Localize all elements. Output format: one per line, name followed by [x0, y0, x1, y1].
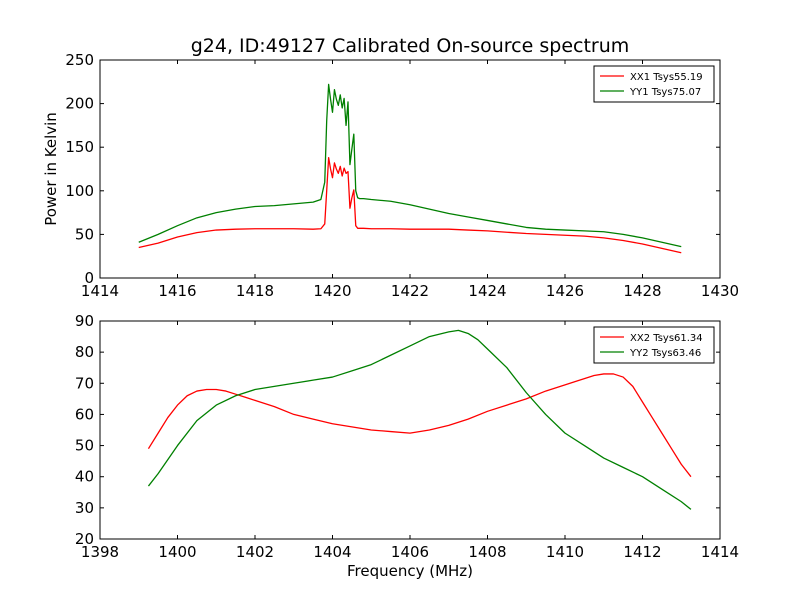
bottom-y-tick-label: 60: [75, 405, 94, 423]
top-x-tick-label: 1416: [158, 282, 196, 300]
bottom-x-tick-label: 1406: [391, 543, 429, 561]
bottom-y-tick-label: 90: [75, 312, 94, 330]
bottom-x-axis-label: Frequency (MHz): [347, 562, 473, 580]
bottom-x-tick-label: 1414: [701, 543, 739, 561]
top-legend-label-1: XX1 Tsys55.19: [630, 72, 703, 83]
bottom-x-tick-label: 1402: [236, 543, 274, 561]
bottom-y-tick-label: 80: [75, 343, 94, 361]
top-series-line-1: [138, 157, 682, 254]
top-y-tick-label: 200: [65, 95, 94, 113]
bottom-series-line-1: [147, 373, 692, 478]
top-y-axis-label: Power in Kelvin: [42, 112, 60, 226]
bottom-legend-box: [593, 326, 715, 364]
top-series-line-2: [138, 83, 682, 248]
top-y-tick-label: 50: [75, 225, 94, 243]
top-plot: Power in Kelvin 1414 1416 1418 1420 1422 1424…: [42, 51, 739, 300]
bottom-legend-label-2: YY2 Tsys63.46: [629, 348, 701, 359]
bottom-legend-label-1: XX2 Tsys61.34: [630, 333, 703, 344]
bottom-series-line-2: [147, 329, 692, 510]
top-x-tick-label: 1420: [313, 282, 351, 300]
bottom-y-tick-label: 50: [75, 437, 94, 455]
bottom-y-tick-label: 30: [75, 499, 94, 517]
bottom-x-tick-label: 1400: [158, 543, 196, 561]
bottom-y-tick-label: 40: [75, 468, 94, 486]
top-legend-box: [593, 65, 715, 103]
top-x-tick-label: 1422: [391, 282, 429, 300]
top-y-tick-label: 150: [65, 138, 94, 156]
chart-title: g24, ID:49127 Calibrated On-source spect…: [191, 35, 630, 57]
bottom-x-tick-label: 1408: [468, 543, 506, 561]
bottom-y-tick-label: 70: [75, 374, 94, 392]
top-x-tick-label: 1418: [236, 282, 274, 300]
bottom-x-tick-label: 1412: [623, 543, 661, 561]
top-y-tick-label: 250: [65, 51, 94, 69]
top-x-tick-label: 1424: [468, 282, 506, 300]
top-x-tick-label: 1428: [623, 282, 661, 300]
top-x-tick-label: 1414: [81, 282, 119, 300]
top-legend-label-2: YY1 Tsys75.07: [629, 87, 701, 98]
bottom-legend: XX2 Tsys61.34 YY2 Tsys63.46: [593, 326, 715, 364]
top-x-tick-label: 1426: [546, 282, 584, 300]
bottom-y-tick-label: 20: [75, 530, 94, 548]
bottom-x-tick-label: 1410: [546, 543, 584, 561]
bottom-x-tick-label: 1398: [81, 543, 119, 561]
bottom-plot: Frequency (MHz) 1398 1400 1402 1404 1406 1408…: [75, 312, 739, 580]
bottom-x-tick-label: 1404: [313, 543, 351, 561]
top-x-tick-label: 1430: [701, 282, 739, 300]
top-y-tick-label: 0: [84, 269, 94, 287]
top-legend: XX1 Tsys55.19 YY1 Tsys75.07: [593, 65, 715, 103]
top-y-tick-label: 100: [65, 182, 94, 200]
